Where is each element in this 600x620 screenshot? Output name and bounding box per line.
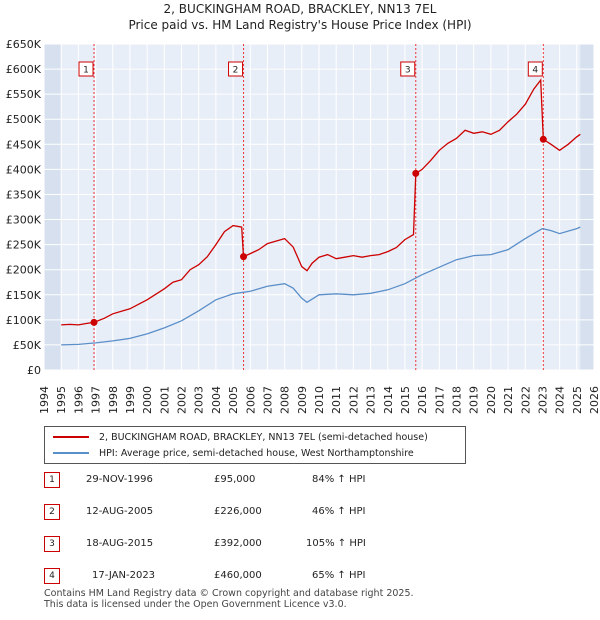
x-tick-label: 2002 (176, 386, 189, 414)
x-tick-label: 2006 (244, 386, 257, 414)
sale-row: 4 17-JAN-2023 £460,000 65% ↑ HPI (44, 568, 444, 586)
sale-price: £226,000 (214, 506, 262, 517)
y-tick-label: £100K (6, 314, 42, 327)
price-chart: £0 £50K £100K £150K £200K £250K £300K £350K £400… (6, 38, 600, 414)
x-tick-label: 2000 (141, 386, 154, 414)
sale-price: £460,000 (214, 570, 262, 581)
y-tick-label: £0 (27, 364, 41, 377)
sale-row: 2 12-AUG-2005 £226,000 46% ↑ HPI (44, 504, 444, 522)
x-tick-label: 2026 (588, 386, 600, 414)
x-tick-label: 2019 (468, 386, 481, 414)
sale-hpi-change: 65% ↑ HPI (312, 570, 366, 581)
legend-swatch-property (53, 436, 89, 438)
y-tick-label: £600K (6, 63, 42, 76)
x-tick-label: 2015 (399, 386, 412, 414)
x-tick-label: 1996 (72, 386, 85, 414)
x-tick-label: 2018 (451, 386, 464, 414)
x-tick-label: 2007 (261, 386, 274, 414)
sale-hpi-change: 84% ↑ HPI (312, 474, 366, 485)
legend-label-property: 2, BUCKINGHAM ROAD, BRACKLEY, NN13 7EL (… (99, 431, 428, 443)
legend-item-hpi: HPI: Average price, semi-detached house,… (53, 445, 414, 461)
x-tick-label: 2005 (227, 386, 240, 414)
y-tick-label: £650K (6, 38, 42, 51)
legend-item-property: 2, BUCKINGHAM ROAD, BRACKLEY, NN13 7EL (… (53, 429, 428, 445)
footer-copyright: Contains HM Land Registry data © Crown c… (44, 588, 414, 599)
legend-label-hpi: HPI: Average price, semi-detached house,… (99, 447, 414, 459)
x-tick-label: 2011 (330, 386, 343, 414)
sale-hpi-change: 46% ↑ HPI (312, 506, 366, 517)
x-tick-label: 2024 (554, 386, 567, 414)
x-tick-label: 2012 (347, 386, 360, 414)
x-tick-label: 2023 (536, 386, 549, 414)
x-tick-label: 2022 (519, 386, 532, 414)
y-tick-label: £500K (6, 113, 42, 126)
sale-badge-box (400, 61, 416, 77)
y-tick-label: £150K (6, 289, 42, 302)
y-tick-label: £250K (6, 239, 42, 252)
x-tick-label: 1999 (124, 386, 137, 414)
y-tick-label: £350K (6, 188, 42, 201)
sale-date: 12-AUG-2005 (86, 506, 154, 517)
x-tick-label: 2025 (571, 386, 584, 414)
x-tick-label: 1994 (38, 386, 51, 414)
sale-badge-box (527, 61, 543, 77)
chart-subtitle: Price paid vs. HM Land Registry's House … (128, 18, 472, 32)
sale-date: 18-AUG-2015 (86, 538, 154, 549)
sale-hpi-change: 105% ↑ HPI (306, 538, 366, 549)
sale-number-badge: 1 (44, 472, 60, 488)
sale-row: 3 18-AUG-2015 £392,000 105% ↑ HPI (44, 536, 444, 554)
x-tick-label: 2013 (365, 386, 378, 414)
sale-badge-label: 1 (83, 66, 89, 76)
chart-legend: 2, BUCKINGHAM ROAD, BRACKLEY, NN13 7EL (… (44, 426, 466, 464)
x-tick-label: 2009 (296, 386, 309, 414)
shaded-region (580, 44, 594, 370)
sale-badge-box (228, 61, 244, 77)
x-tick-label: 2001 (158, 386, 171, 414)
property-price-line (61, 78, 581, 326)
y-tick-label: £400K (6, 163, 42, 176)
sale-number-badge: 2 (44, 504, 60, 520)
x-tick-label: 2016 (416, 386, 429, 414)
x-tick-label: 1997 (90, 386, 103, 414)
sale-badge-label: 3 (405, 66, 411, 76)
legend-swatch-hpi (53, 452, 89, 454)
sale-point (412, 169, 420, 177)
x-tick-label: 2014 (382, 386, 395, 414)
sale-price: £392,000 (214, 538, 262, 549)
sale-point (539, 135, 547, 143)
sale-badge-label: 2 (233, 66, 239, 76)
shaded-region (44, 44, 62, 370)
x-tick-label: 1995 (55, 386, 68, 414)
y-tick-label: £450K (6, 138, 42, 151)
sale-row: 1 29-NOV-1996 £95,000 84% ↑ HPI (44, 472, 444, 490)
y-tick-label: £50K (13, 339, 42, 352)
x-tick-label: 1998 (107, 386, 120, 414)
x-tick-label: 2008 (279, 386, 292, 414)
sale-badge-box (78, 61, 94, 77)
sale-price: £95,000 (214, 474, 256, 485)
footer-attribution: Contains HM Land Registry data © Crown c… (44, 588, 414, 610)
sale-date: 29-NOV-1996 (86, 474, 153, 485)
x-tick-label: 2004 (210, 386, 223, 414)
sale-date: 17-JAN-2023 (92, 570, 156, 581)
y-tick-label: £550K (6, 88, 42, 101)
sale-number-badge: 4 (44, 568, 60, 584)
y-tick-label: £300K (6, 214, 42, 227)
sale-point (90, 318, 98, 326)
y-tick-label: £200K (6, 264, 42, 277)
x-tick-label: 2020 (485, 386, 498, 414)
x-tick-label: 2010 (313, 386, 326, 414)
x-tick-label: 2017 (433, 386, 446, 414)
x-tick-label: 2003 (193, 386, 206, 414)
x-tick-label: 2021 (502, 386, 515, 414)
sale-point (240, 253, 248, 261)
hpi-line (61, 226, 581, 346)
sale-badge-label: 4 (532, 66, 538, 76)
sale-number-badge: 3 (44, 536, 60, 552)
chart-title: 2, BUCKINGHAM ROAD, BRACKLEY, NN13 7EL (163, 2, 437, 16)
footer-licence: This data is licensed under the Open Gov… (44, 599, 347, 610)
